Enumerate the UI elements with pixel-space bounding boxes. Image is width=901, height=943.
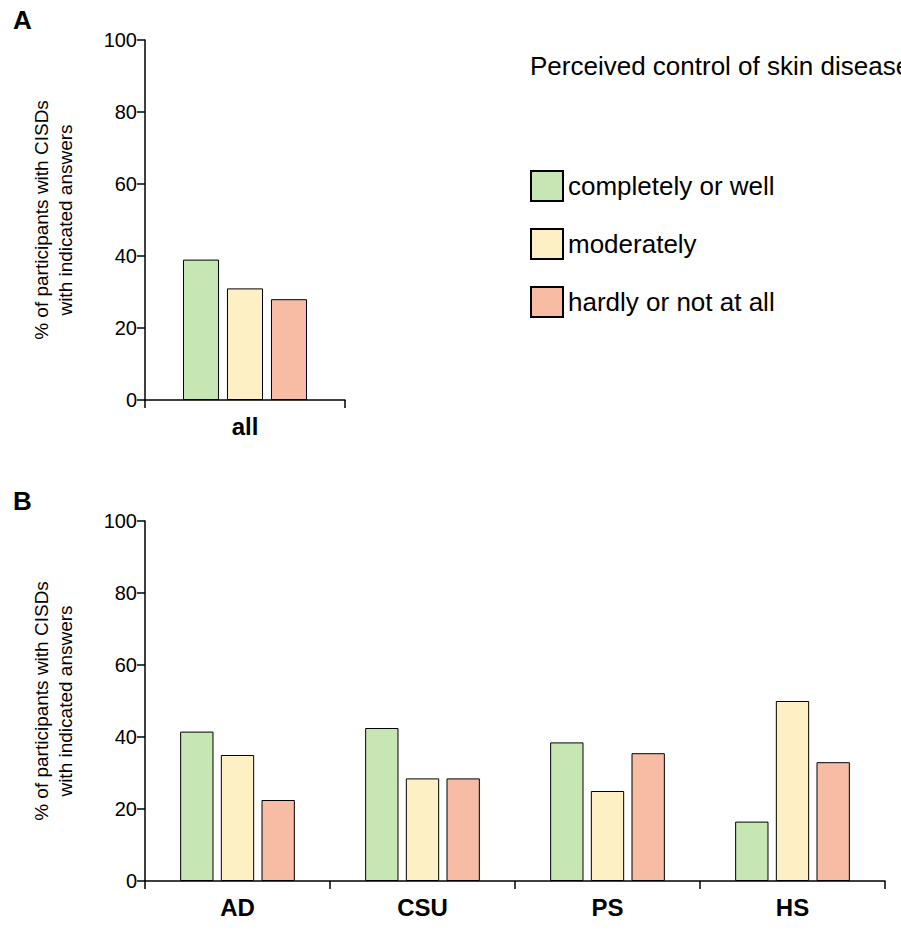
svg-text:80: 80	[115, 101, 137, 123]
svg-text:% of participants with CISDs: % of participants with CISDs	[31, 581, 52, 821]
svg-text:40: 40	[115, 726, 137, 748]
svg-text:all: all	[232, 413, 259, 440]
svg-text:hardly or not at all: hardly or not at all	[568, 287, 775, 317]
svg-text:60: 60	[115, 173, 137, 195]
svg-text:40: 40	[115, 245, 137, 267]
svg-text:HS: HS	[776, 894, 809, 921]
svg-text:0: 0	[126, 870, 137, 892]
svg-text:Perceived control of skin dise: Perceived control of skin disease:	[530, 51, 901, 81]
svg-text:20: 20	[115, 317, 137, 339]
svg-text:0: 0	[126, 389, 137, 411]
svg-text:% of participants with CISDs: % of participants with CISDs	[31, 100, 52, 340]
svg-text:CSU: CSU	[397, 894, 448, 921]
svg-text:B: B	[13, 486, 32, 516]
svg-text:completely or well: completely or well	[568, 171, 775, 201]
svg-text:with indicated answers: with indicated answers	[55, 124, 76, 316]
svg-text:100: 100	[104, 29, 137, 51]
svg-text:60: 60	[115, 654, 137, 676]
svg-text:100: 100	[104, 510, 137, 532]
svg-text:PS: PS	[591, 894, 623, 921]
svg-text:80: 80	[115, 582, 137, 604]
svg-text:moderately: moderately	[568, 229, 697, 259]
svg-text:20: 20	[115, 798, 137, 820]
svg-text:A: A	[13, 5, 32, 35]
svg-text:AD: AD	[220, 894, 255, 921]
svg-text:with indicated answers: with indicated answers	[55, 605, 76, 797]
